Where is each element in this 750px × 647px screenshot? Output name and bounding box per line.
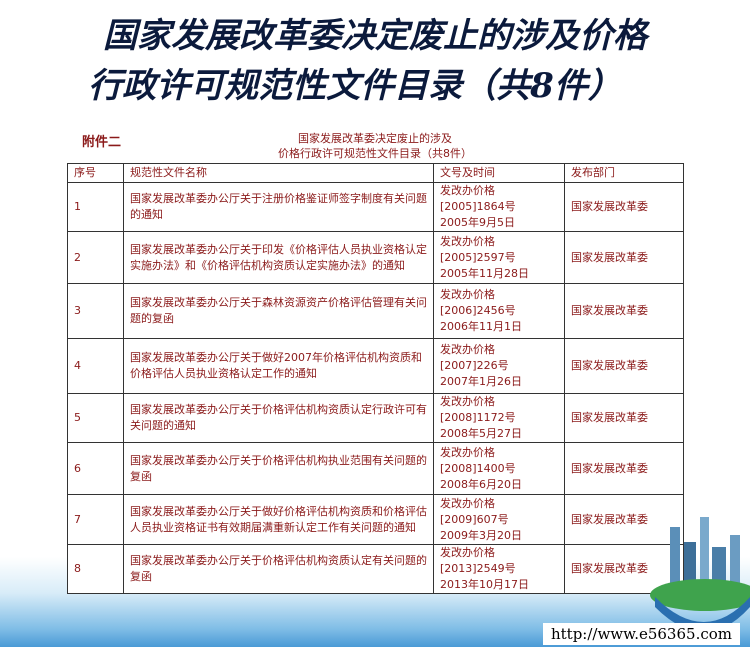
table-row: 7 国家发展改革委办公厅关于做好价格评估机构资质和价格评估人员执业资格证书有效期… [67,494,684,545]
row-number: 2 [67,231,124,284]
header-name: 规范性文件名称 [123,163,434,183]
document-title-line1: 国家发展改革委决定废止的涉及 [298,132,452,145]
table-row: 6 国家发展改革委办公厅关于价格评估机构执业范围有关问题的复函 发改办价格 [20… [67,442,684,495]
row-number: 5 [67,393,124,443]
row-number: 1 [67,182,124,232]
table-header-row: 序号 规范性文件名称 文号及时间 发布部门 [67,163,684,183]
document-name: 国家发展改革委办公厅关于做好2007年价格评估机构资质和价格评估人员执业资格认定… [123,338,434,394]
table-row: 3 国家发展改革委办公厅关于森林资源资产价格评估管理有关问题的复函 发改办价格 [… [67,283,684,339]
row-number: 4 [67,338,124,394]
document-name: 国家发展改革委办公厅关于注册价格鉴证师签字制度有关问题的通知 [123,182,434,232]
table-row: 8 国家发展改革委办公厅关于价格评估机构资质认定有关问题的复函 发改办价格 [20… [67,544,684,594]
document-ref: 发改办价格 [2008]1400号 2008年6月20日 [433,442,565,495]
website-url[interactable]: http://www.e56365.com [542,623,740,645]
slide-title-line2: 行政许可规范性文件目录（共8件） [88,66,622,106]
doc-prefix: 发改办价格 [440,184,495,197]
row-number: 8 [67,544,124,594]
doc-number: [2009]607号 [440,512,509,526]
issuing-department: 国家发展改革委 [564,442,684,495]
doc-number: [2008]1172号 [440,411,516,424]
globe-city-image [650,517,750,627]
doc-date: 2009年3月20日 [440,528,522,542]
document-ref: 发改办价格 [2007]226号 2007年1月26日 [433,338,565,394]
document-ref: 发改办价格 [2009]607号 2009年3月20日 [433,494,565,545]
doc-number: [2006]2456号 [440,304,516,317]
issuing-department: 国家发展改革委 [564,283,684,339]
issuing-department: 国家发展改革委 [564,393,684,443]
doc-number: [2013]2549号 [440,562,516,575]
table-row: 5 国家发展改革委办公厅关于价格评估机构资质认定行政许可有关问题的通知 发改办价… [67,393,684,443]
document-name: 国家发展改革委办公厅关于森林资源资产价格评估管理有关问题的复函 [123,283,434,339]
issuing-department: 国家发展改革委 [564,182,684,232]
table-row: 2 国家发展改革委办公厅关于印发《价格评估人员执业资格认定实施办法》和《价格评估… [67,231,684,284]
doc-prefix: 发改办价格 [440,395,495,408]
doc-date: 2005年9月5日 [440,216,515,229]
doc-prefix: 发改办价格 [440,343,495,356]
document-name: 国家发展改革委办公厅关于价格评估机构资质认定有关问题的复函 [123,544,434,594]
document-name: 国家发展改革委办公厅关于印发《价格评估人员执业资格认定实施办法》和《价格评估机构… [123,231,434,284]
doc-prefix: 发改办价格 [440,445,495,459]
doc-prefix: 发改办价格 [440,288,495,301]
doc-prefix: 发改办价格 [440,496,495,510]
doc-number: [2007]226号 [440,359,509,372]
doc-date: 2007年1月26日 [440,375,522,388]
table-row: 1 国家发展改革委办公厅关于注册价格鉴证师签字制度有关问题的通知 发改办价格 [2… [67,182,684,232]
doc-number: [2005]1864号 [440,200,516,213]
doc-number: [2005]2597号 [440,250,516,264]
annex-label: 附件二 [82,135,122,150]
document-title-line2: 价格行政许可规范性文件目录（共8件） [278,147,472,160]
document-ref: 发改办价格 [2006]2456号 2006年11月1日 [433,283,565,339]
document-name: 国家发展改革委办公厅关于做好价格评估机构资质和价格评估人员执业资格证书有效期届满… [123,494,434,545]
doc-date: 2008年6月20日 [440,477,522,491]
document-name: 国家发展改革委办公厅关于价格评估机构资质认定行政许可有关问题的通知 [123,393,434,443]
slide-title-line1: 国家发展改革委决定废止的涉及价格 [103,16,647,56]
doc-prefix: 发改办价格 [440,234,495,248]
doc-date: 2006年11月1日 [440,320,522,333]
doc-date: 2005年11月28日 [440,266,529,280]
header-dept: 发布部门 [564,163,684,183]
row-number: 3 [67,283,124,339]
doc-prefix: 发改办价格 [440,546,495,559]
document-ref: 发改办价格 [2005]2597号 2005年11月28日 [433,231,565,284]
document-ref: 发改办价格 [2013]2549号 2013年10月17日 [433,544,565,594]
doc-date: 2008年5月27日 [440,427,522,440]
issuing-department: 国家发展改革委 [564,231,684,284]
table-row: 4 国家发展改革委办公厅关于做好2007年价格评估机构资质和价格评估人员执业资格… [67,338,684,394]
document-title: 国家发展改革委决定废止的涉及 价格行政许可规范性文件目录（共8件） [230,131,520,161]
issuing-department: 国家发展改革委 [564,494,684,545]
document-name: 国家发展改革委办公厅关于价格评估机构执业范围有关问题的复函 [123,442,434,495]
doc-date: 2013年10月17日 [440,578,529,591]
doc-number: [2008]1400号 [440,461,516,475]
header-no: 序号 [67,163,124,183]
issuing-department: 国家发展改革委 [564,338,684,394]
document-ref: 发改办价格 [2008]1172号 2008年5月27日 [433,393,565,443]
row-number: 6 [67,442,124,495]
row-number: 7 [67,494,124,545]
document-table: 序号 规范性文件名称 文号及时间 发布部门 1 国家发展改革委办公厅关于注册价格… [67,163,684,594]
document-ref: 发改办价格 [2005]1864号 2005年9月5日 [433,182,565,232]
header-doc: 文号及时间 [433,163,565,183]
